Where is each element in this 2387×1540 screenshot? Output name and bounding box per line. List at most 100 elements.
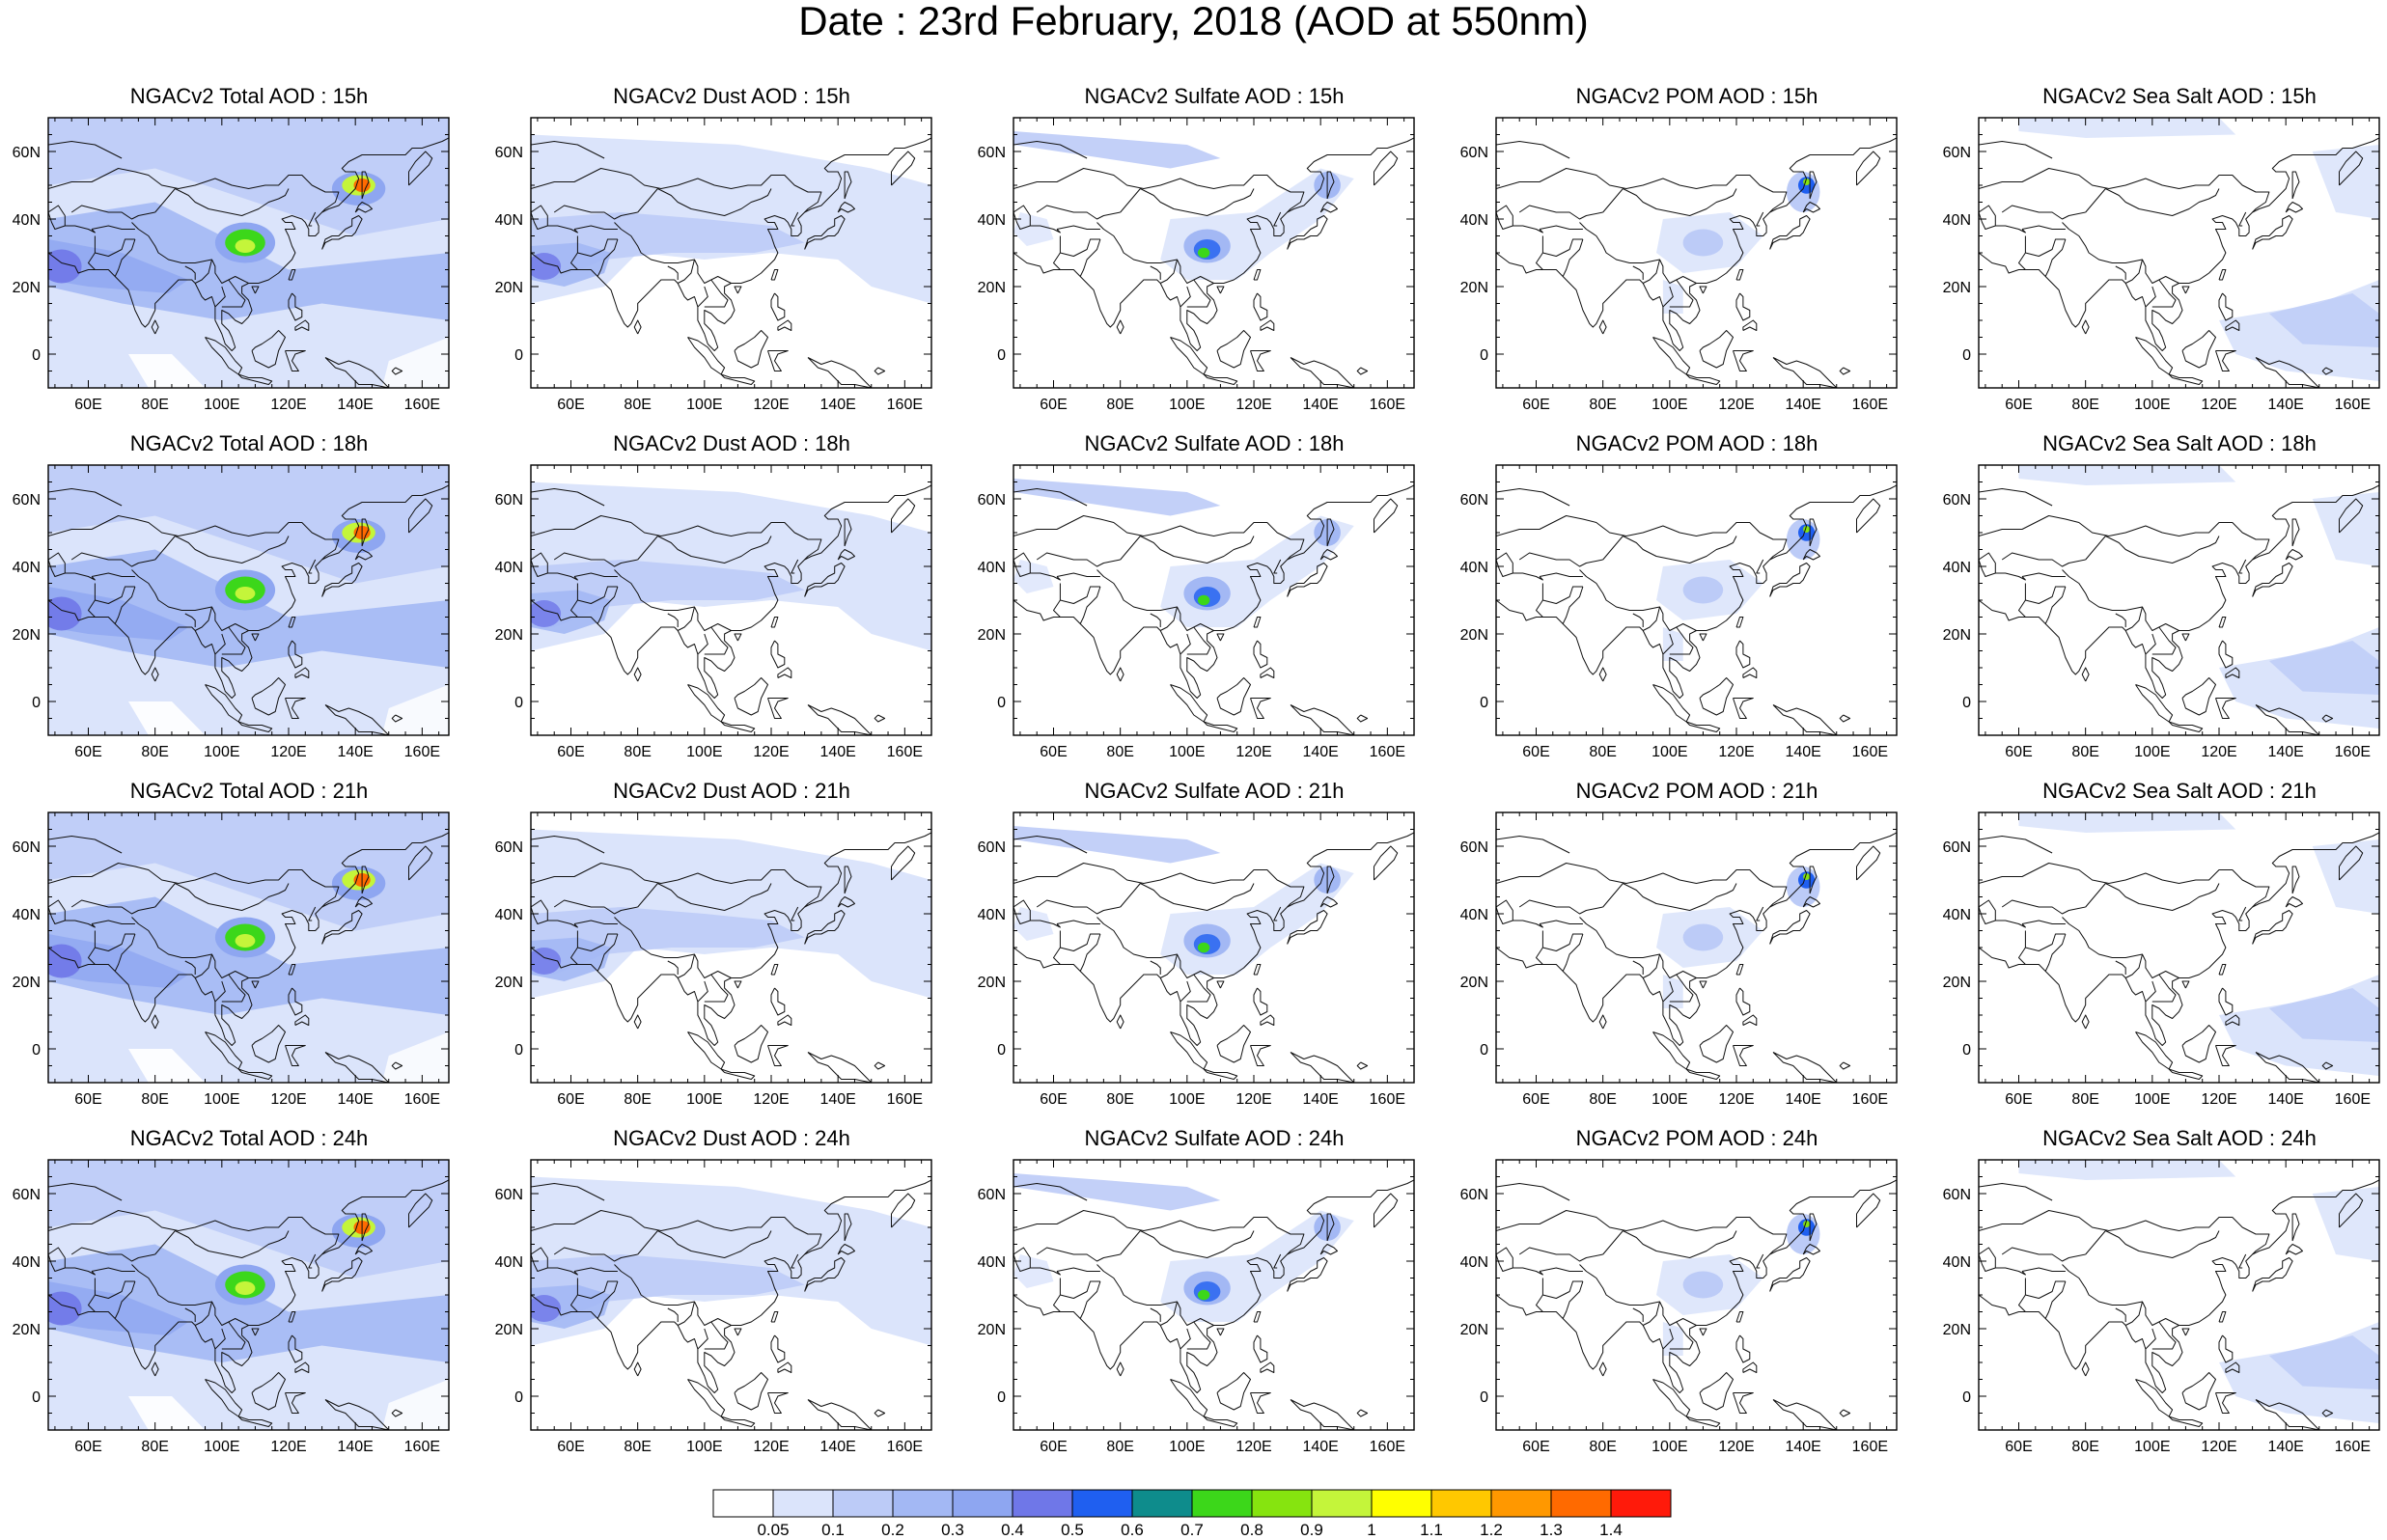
y-tick-label: 0 (997, 695, 1006, 711)
panel-title: NGACv2 Sea Salt AOD : 15h (2042, 84, 2317, 108)
y-tick-label: 0 (514, 347, 523, 364)
aod-field (2018, 1160, 2379, 1423)
y-tick-label: 20N (1943, 1322, 1971, 1338)
aod-field (48, 1160, 449, 1430)
y-tick-label: 60N (978, 1187, 1006, 1203)
map-plot: 60E 80E 100E 120E 140E 160E 60N 40N 20N 0 (1460, 117, 1898, 413)
y-tick-label: 0 (32, 1042, 41, 1059)
y-tick-label: 60N (13, 839, 41, 856)
x-tick-label: 160E (1852, 397, 1888, 413)
y-tick-label: 40N (1943, 907, 1971, 923)
aod-field (1013, 131, 1354, 280)
x-tick-label: 120E (1235, 397, 1271, 413)
panel-title: NGACv2 Sulfate AOD : 18h (1084, 431, 1345, 455)
y-tick-label: 60N (1943, 492, 1971, 509)
y-tick-label: 60N (13, 1187, 41, 1203)
map-plot: 60E 80E 100E 120E 140E 160E 60N 40N 20N 0 (1943, 117, 2380, 413)
y-tick-label: 20N (978, 627, 1006, 644)
colorbar-box (1131, 1489, 1193, 1518)
y-tick-label: 20N (13, 1322, 41, 1338)
x-tick-label: 100E (204, 744, 239, 760)
colorbar-box (712, 1489, 774, 1518)
colorbar-label: 0.4 (1001, 1521, 1024, 1537)
x-tick-label: 140E (1302, 1439, 1338, 1455)
map-plot: 60E 80E 100E 120E 140E 160E 60N 40N 20N 0 (978, 117, 1415, 413)
y-tick-label: 40N (978, 1254, 1006, 1271)
colorbar-box (1490, 1489, 1552, 1518)
x-tick-label: 160E (2335, 1091, 2371, 1108)
x-tick-label: 140E (2267, 744, 2303, 760)
y-tick-label: 0 (32, 1389, 41, 1406)
y-tick-label: 0 (1480, 347, 1488, 364)
x-tick-label: 120E (2201, 1439, 2236, 1455)
x-tick-label: 160E (404, 1439, 440, 1455)
coastlines (531, 465, 931, 735)
panel-title: NGACv2 Sea Salt AOD : 21h (2042, 779, 2317, 803)
panel-title: NGACv2 Dust AOD : 18h (613, 431, 850, 455)
y-tick-label: 60N (1943, 145, 1971, 161)
x-tick-label: 100E (2134, 1439, 2170, 1455)
tick-marks (1013, 464, 1414, 736)
map-plot: 60E 80E 100E 120E 140E 160E 60N 40N 20N 0 (13, 811, 450, 1108)
panel-title: NGACv2 Total AOD : 15h (129, 84, 369, 108)
x-tick-label: 80E (624, 1091, 651, 1108)
coastlines (1979, 118, 2379, 388)
x-tick-label: 160E (2335, 744, 2371, 760)
x-tick-label: 120E (2201, 1091, 2236, 1108)
y-tick-label: 20N (978, 1322, 1006, 1338)
x-tick-label: 120E (1718, 397, 1754, 413)
map-plot: 60E 80E 100E 120E 140E 160E 60N 40N 20N 0 (495, 464, 932, 760)
y-tick-label: 0 (32, 347, 41, 364)
aod-field (531, 134, 931, 304)
map-panel-sulfate-15h: NGACv2 Sulfate AOD : 15h 60E 80E 100E 120E 14… (965, 85, 1448, 432)
colorbar-label: 1 (1367, 1521, 1375, 1537)
y-tick-label: 40N (13, 1254, 41, 1271)
x-tick-label: 140E (819, 397, 855, 413)
map-plot: 60E 80E 100E 120E 140E 160E 60N 40N 20N 0 (13, 464, 450, 760)
x-tick-label: 160E (887, 1439, 923, 1455)
x-tick-label: 80E (1106, 397, 1133, 413)
colorbar-label: 0.5 (1061, 1521, 1084, 1537)
x-tick-label: 100E (204, 397, 239, 413)
aod-field (48, 118, 449, 388)
y-tick-label: 20N (1460, 627, 1488, 644)
y-tick-label: 20N (1460, 280, 1488, 296)
coastlines (1496, 812, 1897, 1083)
tick-marks (1979, 811, 2379, 1084)
map-plot: 60E 80E 100E 120E 140E 160E 60N 40N 20N 0 (978, 1159, 1415, 1455)
y-tick-label: 60N (1460, 1187, 1488, 1203)
x-tick-label: 160E (1370, 1091, 1405, 1108)
y-tick-label: 40N (495, 1254, 523, 1271)
panel-title: NGACv2 Total AOD : 21h (129, 779, 369, 803)
aod-field (531, 481, 931, 651)
x-tick-label: 120E (2201, 397, 2236, 413)
x-tick-label: 60E (557, 1439, 584, 1455)
aod-field (48, 812, 449, 1083)
x-tick-label: 160E (1370, 397, 1405, 413)
panel-title: NGACv2 Total AOD : 24h (129, 1126, 369, 1150)
map-panel-total-18h: NGACv2 Total AOD : 18h 60E 80E 100E 120E 140E… (0, 432, 483, 780)
y-tick-label: 40N (1460, 560, 1488, 576)
y-tick-label: 60N (495, 145, 523, 161)
x-tick-label: 80E (2071, 397, 2098, 413)
x-tick-label: 160E (1370, 744, 1405, 760)
y-tick-label: 0 (1480, 1042, 1488, 1059)
coastlines (531, 1160, 931, 1430)
coastlines (48, 118, 449, 388)
map-plot: 60E 80E 100E 120E 140E 160E 60N 40N 20N 0 (978, 811, 1415, 1108)
x-tick-label: 140E (337, 397, 373, 413)
aod-field (1656, 1214, 1820, 1356)
y-tick-label: 0 (997, 1042, 1006, 1059)
x-tick-label: 60E (2005, 1439, 2032, 1455)
y-tick-label: 40N (495, 560, 523, 576)
map-panel-dust-24h: NGACv2 Dust AOD : 24h 60E 80E 100E 120E 140E 1… (483, 1127, 965, 1474)
y-tick-label: 40N (13, 560, 41, 576)
x-tick-label: 120E (1235, 744, 1271, 760)
panel-title: NGACv2 POM AOD : 15h (1575, 84, 1818, 108)
x-tick-label: 100E (2134, 397, 2170, 413)
x-tick-label: 80E (1589, 1091, 1616, 1108)
map-panel-dust-18h: NGACv2 Dust AOD : 18h 60E 80E 100E 120E 140E 1… (483, 432, 965, 780)
coastlines (1979, 812, 2379, 1083)
colorbar-label: 0.1 (821, 1521, 845, 1537)
x-tick-label: 160E (1852, 744, 1888, 760)
